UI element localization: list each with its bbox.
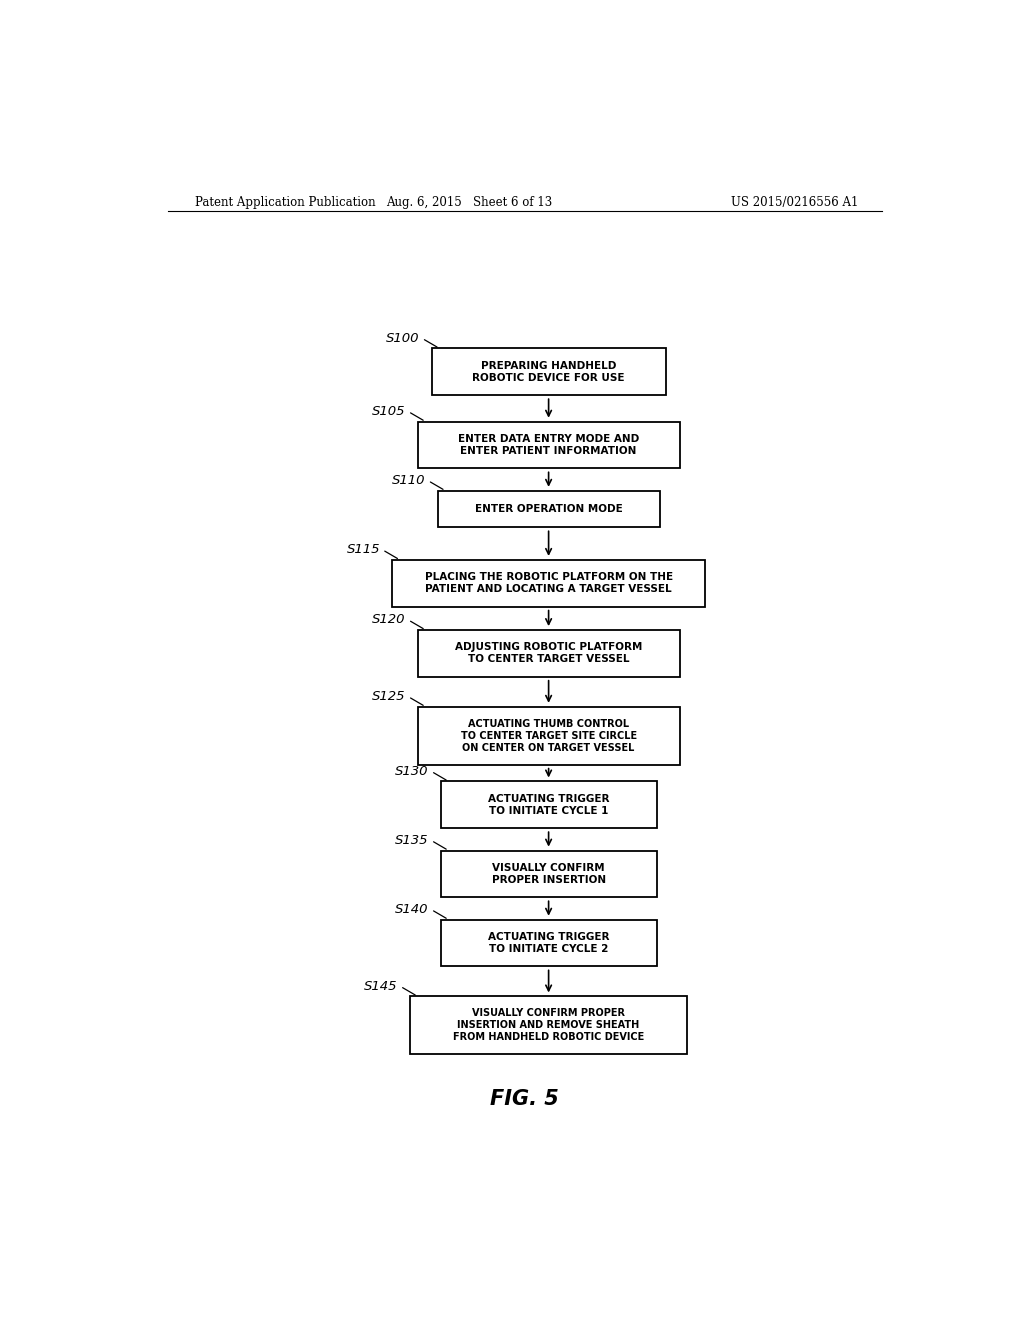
Text: US 2015/0216556 A1: US 2015/0216556 A1	[731, 195, 858, 209]
Text: S140: S140	[395, 903, 429, 916]
Text: ACTUATING TRIGGER
TO INITIATE CYCLE 2: ACTUATING TRIGGER TO INITIATE CYCLE 2	[487, 932, 609, 954]
Text: Patent Application Publication: Patent Application Publication	[196, 195, 376, 209]
Text: VISUALLY CONFIRM
PROPER INSERTION: VISUALLY CONFIRM PROPER INSERTION	[492, 863, 605, 884]
Text: FIG. 5: FIG. 5	[490, 1089, 559, 1109]
Text: PREPARING HANDHELD
ROBOTIC DEVICE FOR USE: PREPARING HANDHELD ROBOTIC DEVICE FOR US…	[472, 360, 625, 383]
Text: ENTER DATA ENTRY MODE AND
ENTER PATIENT INFORMATION: ENTER DATA ENTRY MODE AND ENTER PATIENT …	[458, 434, 639, 455]
Text: S135: S135	[395, 834, 429, 847]
Text: S105: S105	[373, 405, 406, 418]
FancyBboxPatch shape	[410, 997, 687, 1055]
Text: S115: S115	[346, 544, 380, 556]
Text: ACTUATING TRIGGER
TO INITIATE CYCLE 1: ACTUATING TRIGGER TO INITIATE CYCLE 1	[487, 793, 609, 816]
FancyBboxPatch shape	[437, 491, 659, 528]
Text: Aug. 6, 2015   Sheet 6 of 13: Aug. 6, 2015 Sheet 6 of 13	[386, 195, 552, 209]
Text: VISUALLY CONFIRM PROPER
INSERTION AND REMOVE SHEATH
FROM HANDHELD ROBOTIC DEVICE: VISUALLY CONFIRM PROPER INSERTION AND RE…	[453, 1008, 644, 1043]
Text: S130: S130	[395, 764, 429, 777]
FancyBboxPatch shape	[418, 706, 680, 764]
Text: ADJUSTING ROBOTIC PLATFORM
TO CENTER TARGET VESSEL: ADJUSTING ROBOTIC PLATFORM TO CENTER TAR…	[455, 643, 642, 664]
Text: ACTUATING THUMB CONTROL
TO CENTER TARGET SITE CIRCLE
ON CENTER ON TARGET VESSEL: ACTUATING THUMB CONTROL TO CENTER TARGET…	[461, 718, 637, 752]
Text: ENTER OPERATION MODE: ENTER OPERATION MODE	[475, 504, 623, 513]
FancyBboxPatch shape	[392, 560, 706, 607]
FancyBboxPatch shape	[440, 850, 656, 898]
FancyBboxPatch shape	[431, 348, 666, 395]
FancyBboxPatch shape	[440, 920, 656, 966]
Text: S110: S110	[392, 474, 426, 487]
FancyBboxPatch shape	[440, 781, 656, 828]
FancyBboxPatch shape	[418, 421, 680, 469]
FancyBboxPatch shape	[418, 630, 680, 677]
Text: S100: S100	[386, 331, 420, 345]
Text: S120: S120	[373, 614, 406, 627]
Text: PLACING THE ROBOTIC PLATFORM ON THE
PATIENT AND LOCATING A TARGET VESSEL: PLACING THE ROBOTIC PLATFORM ON THE PATI…	[425, 573, 673, 594]
Text: S145: S145	[365, 979, 397, 993]
Text: S125: S125	[373, 690, 406, 704]
